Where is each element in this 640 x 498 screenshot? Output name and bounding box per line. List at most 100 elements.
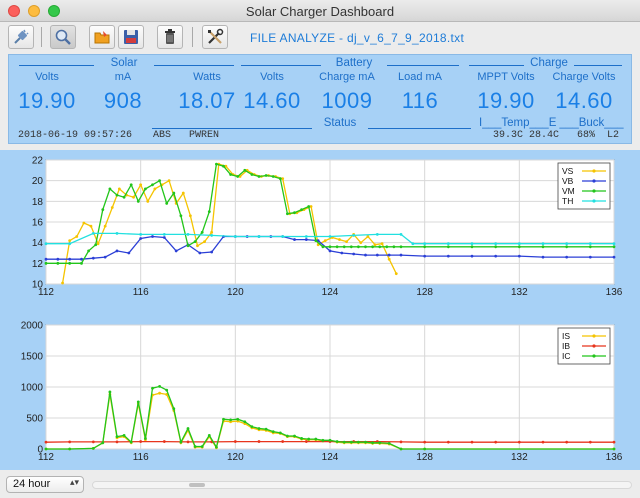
data-point-vm (423, 245, 427, 249)
temp-buck-header: I___Temp___E ___Buck___ (479, 117, 624, 129)
zoom-window-button[interactable] (48, 5, 60, 17)
data-point-ib (612, 440, 616, 444)
data-point-ic (144, 437, 147, 440)
legend-marker (592, 344, 596, 348)
data-point-vs (281, 177, 285, 180)
data-point-vm (565, 245, 569, 249)
magnifier-icon (55, 29, 71, 45)
delete-button[interactable] (157, 25, 183, 49)
y-tick-label: 500 (26, 414, 43, 425)
data-point-ib (446, 440, 450, 444)
data-point-vm (186, 244, 190, 248)
data-point-vs (380, 242, 384, 246)
connect-button[interactable] (8, 25, 34, 49)
data-point-vs (82, 221, 86, 225)
battery-load-value: 116 (401, 88, 439, 113)
y-tick-label: 1500 (21, 352, 44, 363)
data-point-ib (162, 440, 166, 443)
data-point-ib (399, 440, 403, 444)
data-point-vm (87, 249, 90, 253)
scrollbar-thumb[interactable] (189, 483, 205, 487)
data-point-vb (470, 254, 474, 258)
analyze-button[interactable] (50, 25, 76, 49)
data-point-vm (612, 245, 616, 249)
minimize-window-button[interactable] (28, 5, 40, 17)
data-point-ic (44, 447, 48, 451)
data-point-th (44, 242, 48, 246)
data-point-ic (257, 427, 261, 430)
data-point-ic (108, 390, 112, 394)
data-point-vm (517, 245, 521, 249)
data-point-vm (207, 210, 211, 214)
y-tick-label: 12 (32, 259, 44, 270)
data-point-ic (335, 440, 339, 443)
time-range-value: 24 hour (13, 478, 51, 490)
charts-area: 112 116 120 124 128 132 136 10 12 14 16 18 20 22 VS VB V… (0, 150, 640, 470)
data-point-ib (588, 440, 592, 444)
data-point-ib (565, 440, 569, 444)
y-tick-label: 20 (32, 176, 44, 187)
data-point-ib (68, 440, 72, 444)
toolbar: FILE ANALYZE - dj_v_6_7_9_2018.txt (0, 22, 640, 52)
data-point-vb (56, 257, 60, 261)
data-point-vs (196, 244, 199, 248)
data-point-ic (378, 441, 382, 445)
solar-title: Solar (110, 57, 138, 69)
data-point-vm (172, 191, 176, 195)
data-point-ic (91, 446, 95, 450)
data-point-vb (210, 250, 214, 254)
section-rule (19, 65, 94, 66)
data-point-vs (366, 235, 370, 238)
open-file-button[interactable] (89, 25, 115, 49)
data-point-vs (153, 187, 157, 191)
data-point-is (158, 391, 162, 395)
x-tick-label: 136 (606, 452, 623, 463)
data-point-ib (186, 440, 190, 444)
battery-title: Battery (335, 57, 373, 69)
x-tick-label: 120 (227, 452, 244, 463)
data-point-vb (352, 252, 356, 256)
data-point-ic (243, 420, 247, 424)
toolbar-separator (192, 27, 193, 47)
data-point-ib (304, 440, 308, 443)
data-point-vs (359, 241, 363, 245)
data-point-th (328, 235, 332, 238)
settings-button[interactable] (202, 25, 228, 49)
x-tick-label: 124 (322, 452, 339, 463)
data-point-vm (446, 245, 450, 249)
y-tick-label: 2000 (21, 321, 44, 332)
data-point-th (139, 233, 143, 236)
bottom-bar: 24 hour ▴▾ (0, 472, 640, 498)
data-point-vm (44, 261, 48, 265)
data-point-vs (210, 230, 214, 234)
x-tick-label: 128 (416, 287, 433, 298)
data-point-vm (108, 187, 112, 191)
data-point-th (91, 231, 95, 235)
data-point-vm (371, 245, 374, 249)
y-tick-label: 10 (32, 280, 44, 291)
time-range-select[interactable]: 24 hour ▴▾ (6, 476, 84, 493)
close-window-button[interactable] (8, 5, 20, 17)
data-point-ic (122, 433, 126, 437)
data-point-vm (68, 261, 72, 265)
horizontal-scrollbar[interactable] (92, 481, 632, 489)
data-point-vm (115, 193, 119, 197)
legend-marker (592, 169, 596, 173)
data-point-vb (494, 254, 498, 258)
data-point-ic (278, 431, 282, 435)
chevron-updown-icon: ▴▾ (69, 477, 79, 487)
data-point-th (281, 235, 285, 238)
data-point-vm (588, 245, 592, 249)
data-point-ic (158, 384, 162, 388)
save-button[interactable] (118, 25, 144, 49)
data-point-ic (328, 438, 332, 442)
x-tick-label: 132 (511, 452, 528, 463)
data-point-ic (387, 442, 391, 445)
data-point-ic (129, 440, 133, 444)
data-point-ic (423, 447, 427, 451)
data-point-vb (68, 257, 72, 261)
data-point-vb (375, 253, 379, 257)
data-point-vb (517, 254, 521, 258)
solar-ma-label: mA (114, 71, 132, 83)
data-point-vm (122, 195, 126, 199)
